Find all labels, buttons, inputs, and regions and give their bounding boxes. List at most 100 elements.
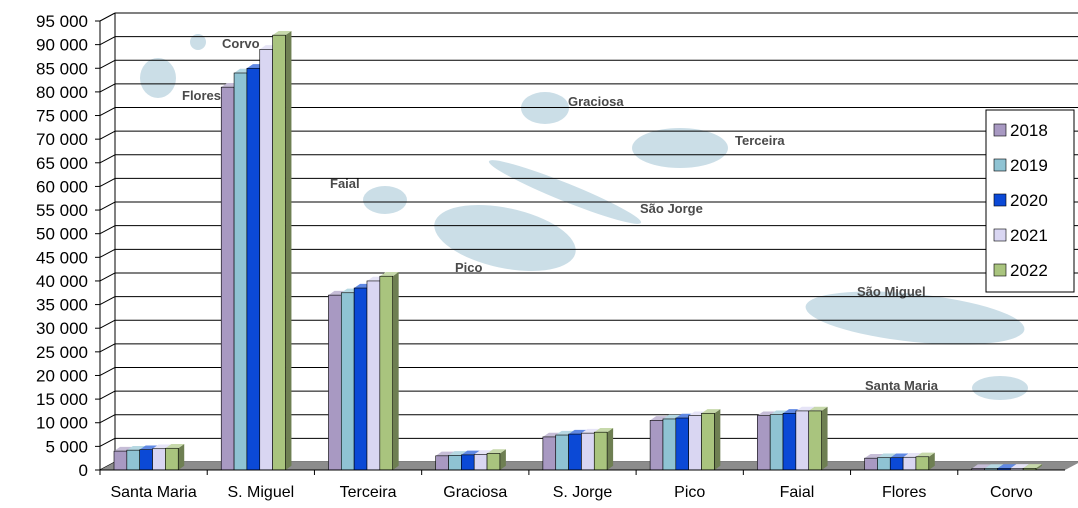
y-tick-label: 0 xyxy=(79,461,88,480)
bar-front xyxy=(435,455,449,471)
y-tick-label: 15 000 xyxy=(36,390,88,409)
island-shape-pico xyxy=(434,205,576,271)
bar xyxy=(1022,464,1042,471)
bar-side xyxy=(928,452,935,470)
bar-group xyxy=(971,464,1042,471)
bar-front xyxy=(448,455,462,471)
gridline-side xyxy=(99,367,116,376)
bar-front xyxy=(165,447,179,471)
gridline-side xyxy=(99,272,116,282)
island-shape-terceira xyxy=(632,128,728,168)
bar-top xyxy=(984,464,1004,469)
bar-top xyxy=(594,427,614,433)
legend-swatch xyxy=(993,263,1007,277)
bar xyxy=(379,272,399,471)
x-tick-label: Terceira xyxy=(340,484,397,501)
bar-side xyxy=(392,272,399,470)
bar xyxy=(272,30,292,471)
y-tick-label: 55 000 xyxy=(36,201,88,220)
gridline-side xyxy=(99,225,116,235)
bar-front xyxy=(139,449,153,471)
bar-top xyxy=(487,449,506,454)
island-shape-corvo xyxy=(190,34,206,50)
x-tick-label: Santa Maria xyxy=(110,484,196,501)
bar-group xyxy=(220,30,292,471)
bar-top xyxy=(272,30,292,36)
y-tick-label: 25 000 xyxy=(36,343,88,362)
y-tick-label: 30 000 xyxy=(36,319,88,338)
bar xyxy=(486,449,506,471)
bar-front xyxy=(328,294,342,471)
bar-front xyxy=(366,280,381,471)
bar-front xyxy=(864,457,878,471)
y-tick-label: 70 000 xyxy=(36,130,88,149)
bar-group xyxy=(113,444,185,471)
bar-top xyxy=(877,453,897,458)
x-tick-label: S. Jorge xyxy=(553,484,613,501)
bar xyxy=(915,452,935,471)
bar-front xyxy=(915,456,930,471)
gridline-side xyxy=(99,390,116,400)
island-shape-santa-maria xyxy=(972,376,1028,400)
bar-group xyxy=(328,272,399,471)
bar-front xyxy=(877,457,891,471)
legend: 2018 2019 2020 2021 2022 xyxy=(985,109,1075,293)
y-tick-label: 95 000 xyxy=(36,12,88,31)
bar-group xyxy=(649,409,721,471)
y-tick-label: 85 000 xyxy=(36,59,88,78)
y-tick-label: 40 000 xyxy=(36,272,88,291)
bar-side xyxy=(1036,464,1042,470)
y-tick-label: 65 000 xyxy=(36,154,88,173)
gridline-side xyxy=(99,319,116,329)
legend-item: 2022 xyxy=(993,261,1048,280)
gridline-side xyxy=(99,248,116,258)
gridline-side xyxy=(99,130,116,140)
x-tick-label: Graciosa xyxy=(443,484,507,501)
bar xyxy=(593,427,614,471)
bar-front xyxy=(126,449,140,471)
bar-front xyxy=(473,454,488,471)
gridline-side xyxy=(99,154,116,164)
gridline-side xyxy=(99,201,116,211)
island-shape-faial xyxy=(363,186,407,214)
map-label-santa-maria: Santa Maria xyxy=(865,378,939,393)
bar-front xyxy=(152,448,166,471)
gridline-side xyxy=(99,36,116,46)
map-label-corvo: Corvo xyxy=(222,36,260,51)
map-label-terceira: Terceira xyxy=(735,133,785,148)
y-tick-label: 90 000 xyxy=(36,36,88,55)
bar-front xyxy=(353,287,368,471)
map-label-sao-jorge: São Jorge xyxy=(640,201,703,216)
gridline-side xyxy=(99,437,116,447)
y-tick-label: 80 000 xyxy=(36,83,88,102)
map-label-faial: Faial xyxy=(330,176,360,191)
legend-item: 2021 xyxy=(993,226,1048,245)
bar-front xyxy=(649,420,664,471)
bar-top xyxy=(1023,464,1042,469)
bar-top xyxy=(795,406,815,411)
bar-side xyxy=(607,427,614,470)
legend-item: 2018 xyxy=(993,121,1048,140)
bar-group xyxy=(757,406,828,471)
bar-side xyxy=(285,30,292,471)
map-label-graciosa: Graciosa xyxy=(568,94,624,109)
bar-front xyxy=(461,454,475,471)
bar-front xyxy=(701,412,715,471)
bar-side xyxy=(499,449,506,470)
bar xyxy=(165,444,185,471)
bar-top xyxy=(379,272,399,277)
island-shape-flores xyxy=(140,58,176,98)
x-tick-label: Corvo xyxy=(990,484,1033,501)
bar-group xyxy=(864,452,935,471)
gridline-side xyxy=(99,83,116,93)
bars xyxy=(113,30,1042,471)
y-tick-label: 5 000 xyxy=(45,437,88,456)
y-tick-label: 75 000 xyxy=(36,107,88,126)
y-tick-label: 10 000 xyxy=(36,414,88,433)
bar-front xyxy=(233,72,248,471)
y-tick-label: 20 000 xyxy=(36,366,88,385)
gridline-side xyxy=(99,12,116,22)
gridline-side xyxy=(99,59,116,69)
